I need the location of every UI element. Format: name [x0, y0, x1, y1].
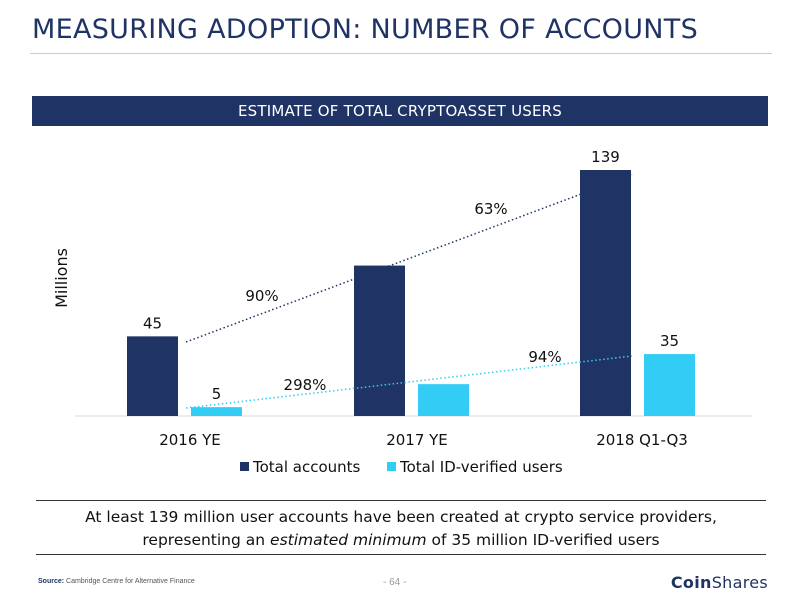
legend-label: Total accounts — [252, 458, 361, 476]
coinshares-logo: CoinShares — [671, 573, 768, 592]
logo-regular-part: Shares — [711, 573, 768, 592]
trend-line-id-verified — [185, 355, 633, 409]
growth-annotation: 298% — [284, 376, 327, 394]
x-tick-label: 2016 YE — [159, 431, 221, 449]
source-label: Source: — [38, 578, 65, 585]
summary-line-1: At least 139 million user accounts have … — [85, 508, 717, 526]
summary-emphasis: estimated minimum — [270, 531, 427, 549]
note-top-rule — [36, 500, 766, 501]
growth-annotation: 90% — [245, 287, 278, 305]
bar-total-accounts-2 — [580, 170, 631, 416]
chart-title-banner: ESTIMATE OF TOTAL CRYPTOASSET USERS — [32, 96, 768, 126]
bar-chart: Millions 45 139 5 35 90% 63% 298% 94% 2016 YE 201… — [52, 148, 752, 476]
note-bottom-rule — [36, 554, 766, 555]
bar-total-accounts-1 — [354, 265, 405, 416]
growth-annotation: 63% — [474, 200, 507, 218]
data-label: 139 — [591, 148, 620, 166]
data-label: 35 — [660, 332, 679, 350]
bar-id-verified-0 — [191, 407, 242, 416]
page-number: - 64 - — [383, 577, 407, 588]
x-tick-label: 2017 YE — [386, 431, 448, 449]
summary-line-2-end: of 35 million ID-verified users — [426, 531, 660, 549]
data-label: 45 — [143, 314, 162, 332]
legend-label: Total ID-verified users — [399, 458, 563, 476]
x-tick-label: 2018 Q1-Q3 — [596, 431, 688, 449]
logo-bold-part: Coin — [670, 573, 712, 592]
summary-line-2-start: representing an — [142, 531, 271, 549]
bar-id-verified-2 — [644, 354, 695, 416]
summary-note: At least 139 million user accounts have … — [36, 506, 766, 552]
page-title: MEASURING ADOPTION: NUMBER OF ACCOUNTS — [32, 14, 699, 45]
bar-id-verified-1 — [418, 384, 469, 416]
legend-swatch — [387, 462, 396, 471]
y-axis-label: Millions — [52, 248, 71, 308]
chart-title: ESTIMATE OF TOTAL CRYPTOASSET USERS — [237, 102, 563, 120]
summary-line-2: representing an estimated minimum of 35 … — [36, 529, 766, 552]
trend-line-total-accounts — [185, 174, 633, 343]
legend-swatch — [240, 462, 249, 471]
source-note: Source: Cambridge Centre for Alternative… — [38, 578, 195, 585]
bar-total-accounts-0 — [127, 336, 178, 416]
source-text: Cambridge Centre for Alternative Finance — [66, 578, 195, 585]
growth-annotation: 94% — [528, 348, 561, 366]
data-label: 5 — [212, 385, 222, 403]
title-divider — [30, 53, 772, 54]
